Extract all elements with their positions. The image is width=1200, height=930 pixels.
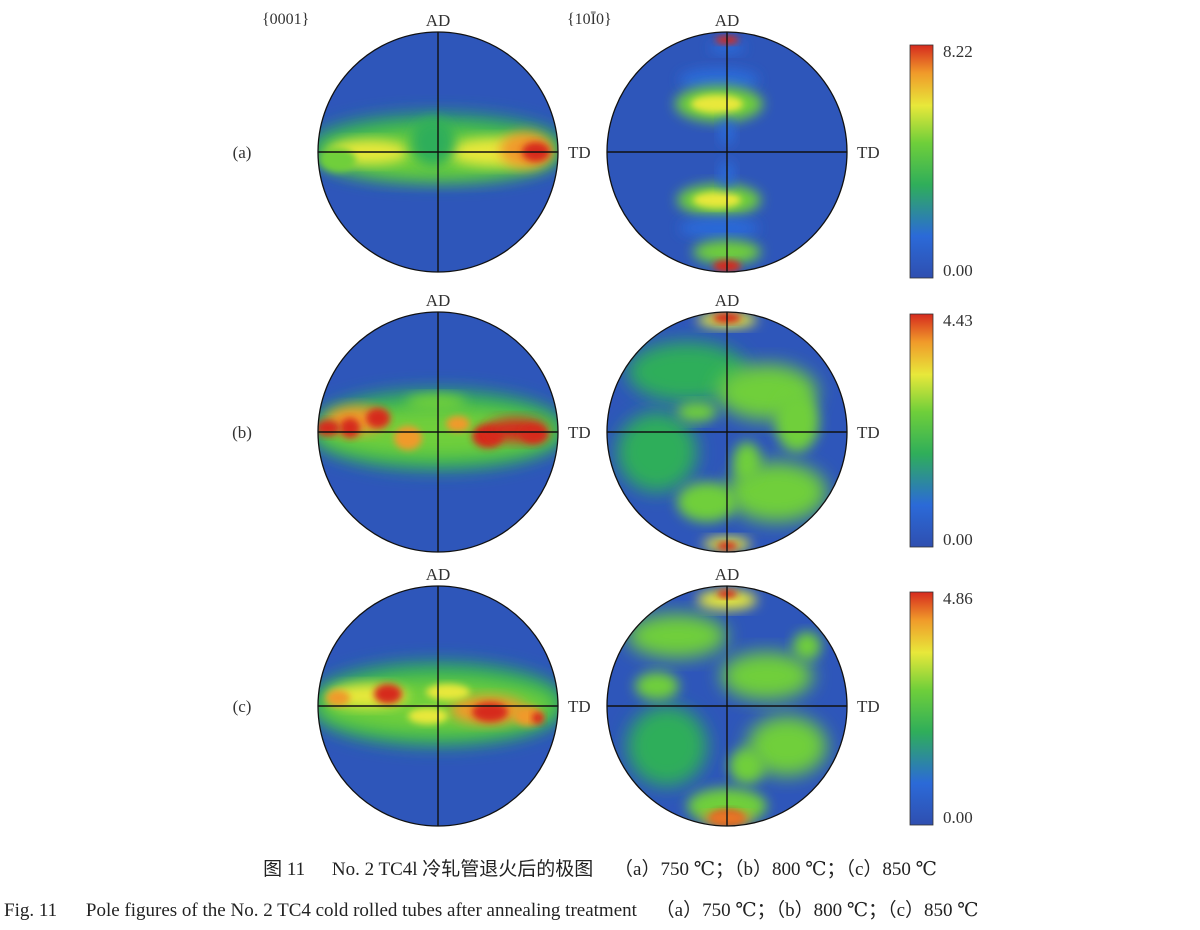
td-label: TD xyxy=(857,423,880,442)
pole-figure-outline xyxy=(317,31,559,273)
scale-min-label: 0.00 xyxy=(943,530,973,549)
td-label: TD xyxy=(857,143,880,162)
ad-label: AD xyxy=(715,11,740,30)
scale-max-label: 8.22 xyxy=(943,42,973,61)
pole-figure-outline xyxy=(606,311,848,553)
row-label: (a) xyxy=(233,143,252,162)
plane-label-prism: {10Ī0} xyxy=(567,11,612,28)
row-label: (c) xyxy=(233,697,252,716)
pole-figure-c-basal xyxy=(317,585,559,827)
caption-en-conditions: （a）750 ℃；（b）800 ℃；（c）850 ℃ xyxy=(655,900,979,921)
td-label: TD xyxy=(568,697,591,716)
figure-caption-chinese: 图 11 No. 2 TC4l 冷轧管退火后的极图 （a）750 ℃；（b）80… xyxy=(0,854,1200,881)
caption-cn-prefix: 图 11 xyxy=(263,859,306,880)
pole-figure-a-basal xyxy=(317,31,559,273)
td-label: TD xyxy=(568,423,591,442)
row-label: (b) xyxy=(232,423,252,442)
ad-label: AD xyxy=(426,565,451,584)
pole-figure-outline xyxy=(317,585,559,827)
caption-en-prefix: Fig. 11 xyxy=(4,900,58,921)
pole-figure-outline xyxy=(606,31,848,273)
figure-caption-english: Fig. 11 Pole figures of the No. 2 TC4 co… xyxy=(4,895,1200,922)
plane-label-basal: {0001} xyxy=(262,11,309,28)
ad-label: AD xyxy=(426,291,451,310)
color-scale-bar: 4.43 0.00 xyxy=(909,311,973,549)
scale-min-label: 0.00 xyxy=(943,261,973,280)
ad-label: AD xyxy=(715,291,740,310)
scale-min-label: 0.00 xyxy=(943,808,973,827)
pole-figure-outline xyxy=(606,585,848,827)
caption-cn-conditions: （a）750 ℃；（b）800 ℃；（c）850 ℃ xyxy=(614,859,937,880)
pole-figure-b-prism xyxy=(606,311,848,553)
ad-label: AD xyxy=(426,11,451,30)
td-label: TD xyxy=(568,143,591,162)
td-label: TD xyxy=(857,697,880,716)
color-scale-bar: 8.22 0.00 xyxy=(909,42,973,280)
pole-figure-b-basal xyxy=(317,311,559,553)
scale-max-label: 4.43 xyxy=(943,311,973,330)
caption-en-text: Pole figures of the No. 2 TC4 cold rolle… xyxy=(85,900,637,921)
scale-max-label: 4.86 xyxy=(943,589,973,608)
pole-figure-a-prism xyxy=(606,31,848,273)
color-scale-bar: 4.86 0.00 xyxy=(909,589,973,827)
ad-label: AD xyxy=(715,565,740,584)
pole-figure-c-prism xyxy=(606,585,848,827)
pole-figure-panel: AD TD AD TD (a) 8.22 0.00 AD TD AD TD (b) 4.43 0.00 AD… xyxy=(232,11,973,827)
pole-figure-outline xyxy=(317,311,559,553)
caption-cn-text: No. 2 TC4l 冷轧管退火后的极图 xyxy=(331,859,594,880)
